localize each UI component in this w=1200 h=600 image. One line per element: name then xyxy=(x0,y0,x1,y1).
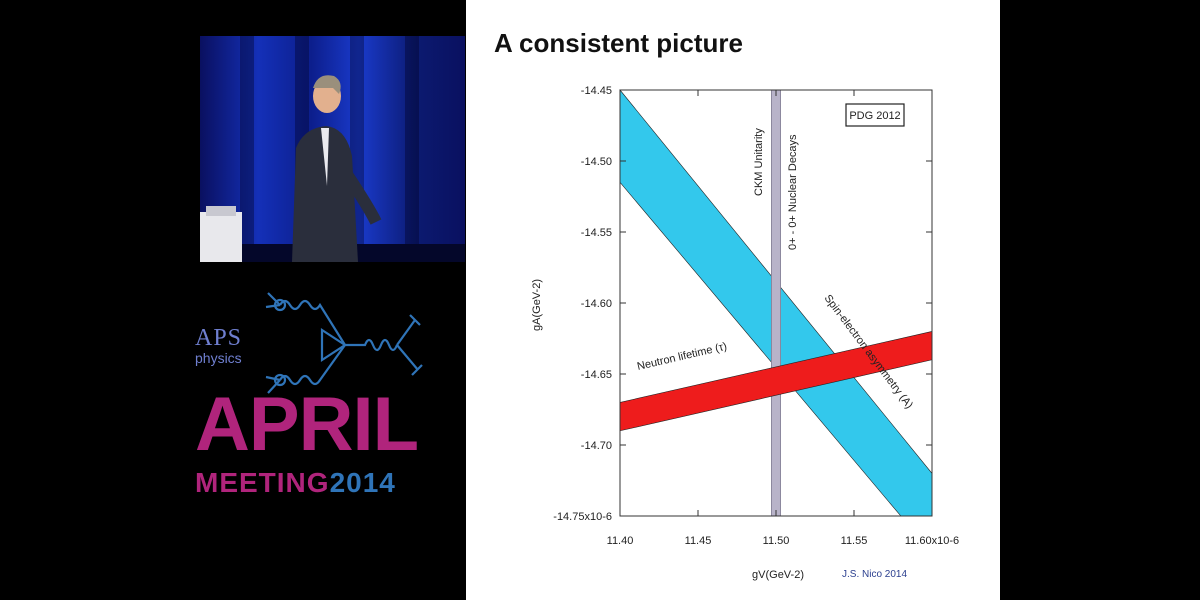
y-tick-label: -14.60 xyxy=(581,298,612,310)
april-wordmark: APRIL xyxy=(195,382,419,467)
x-axis-label: gV(GeV-2) xyxy=(752,569,804,581)
y-tick-label: -14.70 xyxy=(581,440,612,452)
pdg-box xyxy=(845,103,905,127)
meeting-wordmark: MEETING2014 xyxy=(195,467,396,499)
nuclear-decays-label: 0+ - 0+ Nuclear Decays xyxy=(787,134,799,250)
credit-label: J.S. Nico 2014 xyxy=(842,569,908,580)
aps-april-meeting-branding: APS physics APRIL MEETING2014 xyxy=(195,285,460,500)
chart-bands xyxy=(619,89,933,517)
y-tick-label: -14.55 xyxy=(581,227,612,239)
y-tick-label: -14.75x10-6 xyxy=(553,511,612,523)
speaker-figure xyxy=(200,75,382,262)
ckm-unitarity-label: CKM Unitarity xyxy=(753,128,765,196)
pdg-label: PDG 2012 xyxy=(849,110,900,122)
neutron-lifetime-label: Neutron lifetime (τ) xyxy=(636,341,728,373)
feynman-diagram-icon xyxy=(265,292,423,394)
y-tick-label: -14.65 xyxy=(581,369,612,381)
slide-title: A consistent picture xyxy=(494,28,743,58)
year-label: 2014 xyxy=(329,467,396,498)
x-tick-label: 11.55 xyxy=(841,535,868,547)
presentation-slide: A consistent picture 11.40 11.45 11.50 11.5… xyxy=(466,0,1000,600)
y-tick-label: -14.50 xyxy=(581,156,612,168)
curtain-fold xyxy=(240,36,254,262)
x-axis: 11.40 11.45 11.50 11.55 11.60x10-6 xyxy=(607,90,959,547)
curtain-fold xyxy=(405,36,419,262)
x-tick-label: 11.50 xyxy=(763,535,790,547)
y-tick-label: -14.45 xyxy=(581,85,612,97)
aps-physics-logo: APS physics xyxy=(195,325,242,366)
meeting-label: MEETING xyxy=(195,467,330,498)
ckm-unitarity-band xyxy=(771,89,781,517)
y-axis-label: gA(GeV-2) xyxy=(531,279,543,331)
x-tick-label: 11.60x10-6 xyxy=(905,535,959,547)
speaker-video xyxy=(200,36,465,262)
physics-label: physics xyxy=(195,350,242,366)
x-tick-label: 11.45 xyxy=(685,535,712,547)
x-tick-label: 11.40 xyxy=(607,535,634,547)
y-axis: -14.45 -14.50 -14.55 -14.60 -14.65 -14.70 -14.… xyxy=(553,85,932,523)
aps-label: APS xyxy=(195,325,243,351)
chart: 11.40 11.45 11.50 11.55 11.60x10-6 -14.45-14… xyxy=(531,85,959,581)
